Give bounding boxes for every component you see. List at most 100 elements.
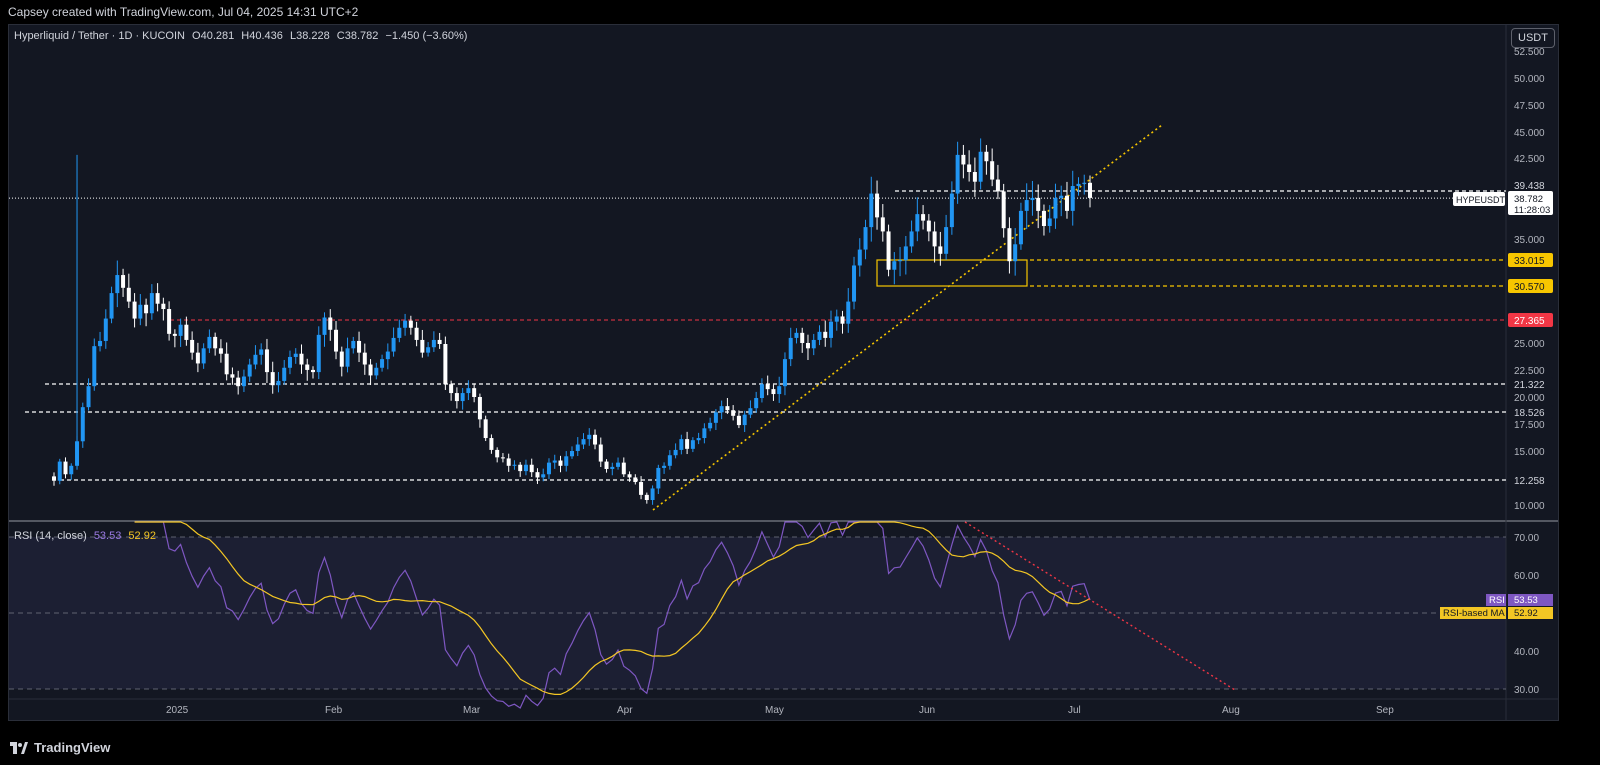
candle-body bbox=[403, 320, 408, 328]
candle-body bbox=[535, 472, 540, 478]
candle-body bbox=[667, 455, 672, 466]
candle-body bbox=[616, 462, 621, 467]
time-tick: Apr bbox=[617, 705, 633, 716]
ascending-trendline[interactable] bbox=[652, 124, 1163, 511]
symbol-legend[interactable]: Hyperliquid / Tether · 1D · KUCOIN O40.2… bbox=[14, 30, 471, 42]
time-tick: Jul bbox=[1068, 705, 1081, 716]
candle-body bbox=[926, 220, 931, 232]
candle-body bbox=[253, 354, 258, 365]
candle-body bbox=[351, 340, 356, 349]
candle-body bbox=[500, 457, 505, 459]
price-tick: 42.500 bbox=[1514, 154, 1545, 165]
candle-body bbox=[408, 320, 413, 328]
candle-body bbox=[995, 179, 1000, 192]
candle-body bbox=[840, 316, 845, 324]
candle-body bbox=[483, 419, 488, 439]
candle-body bbox=[391, 337, 396, 352]
candle-body bbox=[374, 367, 379, 376]
ohlc-close: C38.782 bbox=[336, 30, 379, 42]
candle-body bbox=[460, 393, 465, 402]
candle-body bbox=[472, 388, 477, 397]
candle-body bbox=[1082, 182, 1087, 184]
candle-body bbox=[944, 227, 949, 254]
rsi-tick: 40.00 bbox=[1514, 647, 1539, 658]
candle-body bbox=[184, 324, 189, 340]
candle-body bbox=[270, 372, 275, 386]
ohlc-low: L38.228 bbox=[289, 30, 330, 42]
candle-body bbox=[414, 327, 419, 340]
candle-body bbox=[98, 340, 103, 347]
candle-body bbox=[357, 340, 362, 353]
candle-body bbox=[685, 439, 690, 449]
candle-body bbox=[564, 456, 569, 466]
candle-body bbox=[57, 461, 62, 481]
candle-body bbox=[345, 348, 350, 367]
rsi-legend[interactable]: RSI (14, close) 53.53 52.92 bbox=[14, 530, 156, 542]
candle-body bbox=[224, 353, 229, 375]
price-level-badge bbox=[1508, 473, 1553, 487]
candle-body bbox=[86, 386, 91, 408]
candle-body bbox=[1036, 197, 1041, 211]
time-tick: Mar bbox=[463, 705, 481, 716]
price-tick: 50.000 bbox=[1514, 74, 1545, 85]
tradingview-logo-icon bbox=[10, 741, 28, 754]
credit-line: Capsey created with TradingView.com, Jul… bbox=[8, 5, 359, 19]
candle-body bbox=[736, 415, 741, 426]
candle-body bbox=[1053, 197, 1058, 219]
candle-body bbox=[610, 466, 615, 469]
candle-body bbox=[938, 246, 943, 254]
time-tick: 2025 bbox=[166, 705, 189, 716]
candle-body bbox=[339, 351, 344, 367]
candle-body bbox=[604, 461, 609, 469]
rsi-descending-trendline[interactable] bbox=[964, 521, 1236, 691]
candle-body bbox=[80, 407, 85, 442]
candle-body bbox=[52, 476, 56, 481]
rsi-legend-label: RSI (14, close) bbox=[14, 530, 87, 542]
candle-body bbox=[575, 444, 580, 451]
candle-body bbox=[132, 301, 137, 319]
candle-body bbox=[892, 261, 897, 270]
price-tick: 22.500 bbox=[1514, 366, 1545, 377]
rsi-tick: 30.00 bbox=[1514, 685, 1539, 696]
footer: TradingView bbox=[0, 730, 1600, 765]
current-price-value: 38.782 bbox=[1514, 194, 1543, 205]
candle-body bbox=[109, 293, 114, 319]
candle-body bbox=[593, 434, 598, 445]
candle-body bbox=[869, 193, 874, 228]
demand-zone[interactable] bbox=[876, 259, 1028, 287]
candle-body bbox=[846, 301, 851, 324]
candle-body bbox=[161, 303, 166, 310]
candle-body bbox=[903, 246, 908, 261]
candle-body bbox=[880, 217, 885, 232]
candle-body bbox=[264, 349, 269, 373]
candle-body bbox=[713, 412, 718, 423]
price-level-badge bbox=[1508, 279, 1553, 293]
candle-body bbox=[437, 339, 442, 344]
currency-unit-button[interactable]: USDT bbox=[1511, 28, 1555, 48]
candle-body bbox=[627, 474, 632, 478]
candle-body bbox=[1047, 218, 1052, 227]
rsi-ma-line[interactable] bbox=[134, 521, 1091, 695]
candle-body bbox=[558, 460, 563, 466]
candle-body bbox=[316, 334, 321, 373]
candle-body bbox=[673, 449, 678, 456]
candle-body bbox=[138, 304, 143, 319]
candle-body bbox=[466, 388, 471, 394]
candle-body bbox=[656, 467, 661, 489]
candle-body bbox=[1030, 197, 1035, 201]
candle-body bbox=[570, 451, 574, 457]
candle-body bbox=[800, 332, 805, 343]
price-level-badge bbox=[1508, 253, 1553, 267]
candle-body bbox=[144, 304, 149, 314]
candle-body bbox=[201, 348, 206, 364]
candle-body bbox=[489, 438, 494, 450]
candle-body bbox=[1088, 182, 1092, 198]
price-pane bbox=[9, 25, 1506, 521]
rsi-tag-value: 53.53 bbox=[1514, 595, 1538, 606]
candle-body bbox=[909, 231, 914, 247]
current-price-flag[interactable]: HYPEUSDT 38.782 11:28:03 bbox=[1453, 191, 1553, 216]
rsi-line[interactable] bbox=[134, 521, 1091, 709]
candle-body bbox=[443, 344, 448, 385]
